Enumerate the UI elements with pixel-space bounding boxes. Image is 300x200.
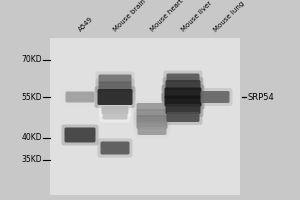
FancyBboxPatch shape [164,109,202,125]
FancyBboxPatch shape [161,84,205,102]
FancyBboxPatch shape [65,92,94,102]
FancyBboxPatch shape [100,142,130,154]
Text: Mouse heart: Mouse heart [150,0,185,33]
FancyBboxPatch shape [134,112,170,126]
FancyBboxPatch shape [94,86,136,108]
FancyBboxPatch shape [101,106,128,114]
FancyBboxPatch shape [161,92,205,110]
FancyBboxPatch shape [164,96,202,106]
FancyBboxPatch shape [103,112,128,119]
FancyBboxPatch shape [166,80,200,90]
FancyBboxPatch shape [64,128,95,142]
FancyBboxPatch shape [134,124,170,138]
Text: A549: A549 [78,16,95,33]
FancyBboxPatch shape [98,82,131,90]
Text: 70KD: 70KD [21,55,42,64]
FancyBboxPatch shape [164,88,202,98]
FancyBboxPatch shape [197,88,232,106]
Bar [50,38,240,195]
FancyBboxPatch shape [61,124,98,146]
FancyBboxPatch shape [167,73,200,82]
FancyBboxPatch shape [163,101,203,117]
FancyBboxPatch shape [98,74,131,84]
FancyBboxPatch shape [136,121,167,129]
FancyBboxPatch shape [98,138,133,158]
FancyBboxPatch shape [200,91,230,103]
FancyBboxPatch shape [164,71,202,86]
FancyBboxPatch shape [100,110,130,122]
FancyBboxPatch shape [136,115,167,123]
Text: SRP54: SRP54 [248,92,275,102]
FancyBboxPatch shape [95,78,134,94]
FancyBboxPatch shape [134,100,170,114]
FancyBboxPatch shape [136,109,167,117]
FancyBboxPatch shape [98,89,133,105]
Text: Mouse lung: Mouse lung [213,0,245,33]
FancyBboxPatch shape [166,104,200,114]
FancyBboxPatch shape [134,106,170,120]
FancyBboxPatch shape [95,72,134,86]
FancyBboxPatch shape [134,118,170,132]
Text: Mouse brain: Mouse brain [113,0,147,33]
Text: 55KD: 55KD [21,92,42,102]
FancyBboxPatch shape [62,88,98,106]
FancyBboxPatch shape [137,127,166,135]
FancyBboxPatch shape [136,103,167,111]
Text: 40KD: 40KD [21,134,42,142]
Text: Mouse liver: Mouse liver [181,0,213,33]
FancyBboxPatch shape [163,77,203,93]
FancyBboxPatch shape [167,112,200,122]
FancyBboxPatch shape [98,103,131,117]
Text: 35KD: 35KD [21,156,42,164]
